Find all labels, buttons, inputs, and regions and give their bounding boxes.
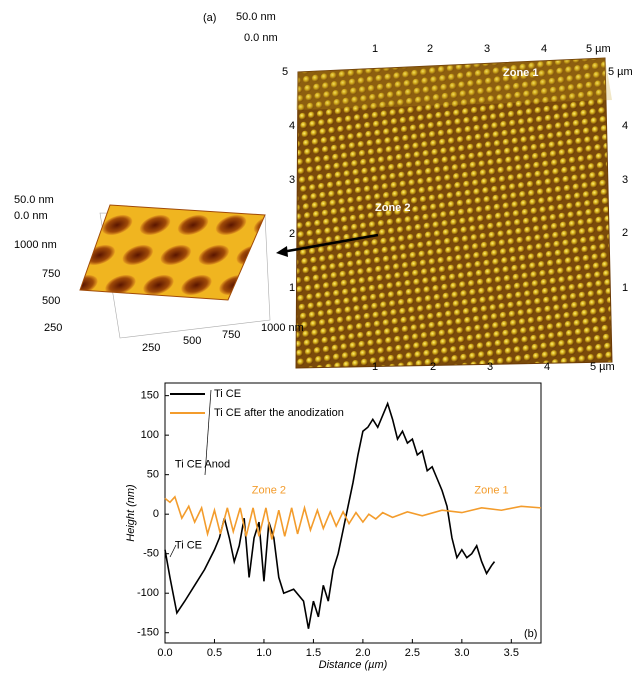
panel-label: (a) — [203, 12, 216, 24]
right-tick: 5 µm — [608, 66, 633, 78]
figure: (a) 50.0 nm 0.0 nm 1 2 3 4 5 µm 5 µm 4 3… — [0, 0, 638, 673]
right-tick: 3 — [622, 174, 628, 186]
right-tick: 1 — [622, 282, 628, 294]
left-tick: 2 — [289, 228, 295, 240]
left-tick: 3 — [289, 174, 295, 186]
arrow-head — [276, 246, 288, 257]
bottom-tick: 2 — [430, 361, 436, 373]
x-tick: 1000 nm — [261, 322, 304, 334]
zone-label: Zone 2 — [375, 202, 410, 214]
annotation: Zone 2 — [252, 484, 286, 496]
bottom-tick: 4 — [544, 361, 550, 373]
legend-label: Ti CE after the anodization — [214, 407, 344, 419]
x-tick: 750 — [222, 329, 240, 341]
y-tick: 500 — [42, 295, 60, 307]
x-tick-label: 1.5 — [306, 647, 321, 659]
annotation: Ti CE — [175, 540, 202, 552]
x-tick-label: 1.0 — [256, 647, 271, 659]
right-tick: 4 — [622, 120, 628, 132]
y-axis-title: Height (nm) — [125, 484, 137, 542]
left-tick: 5 — [282, 66, 288, 78]
top-tick: 2 — [427, 43, 433, 55]
y-tick: 750 — [42, 268, 60, 280]
x-tick-label: 0.5 — [207, 647, 222, 659]
x-tick-label: 3.5 — [504, 647, 519, 659]
left-tick: 4 — [289, 120, 295, 132]
z-min: 0.0 nm — [14, 210, 48, 222]
left-tick: 1 — [289, 282, 295, 294]
x-tick: 500 — [183, 335, 201, 347]
top-tick: 5 µm — [586, 43, 611, 55]
annotation: Zone 1 — [474, 484, 508, 496]
panel-label: (b) — [524, 628, 537, 640]
y-tick-label: 100 — [141, 429, 159, 441]
y-tick-label: -150 — [137, 627, 159, 639]
y-tick-label: -50 — [143, 548, 159, 560]
x-tick-label: 2.5 — [405, 647, 420, 659]
z-min: 0.0 nm — [244, 32, 278, 44]
y-tick: 1000 nm — [14, 239, 57, 251]
legend-label: Ti CE — [214, 388, 241, 400]
bottom-tick: 3 — [487, 361, 493, 373]
x-tick-label: 0.0 — [157, 647, 172, 659]
top-tick: 3 — [484, 43, 490, 55]
z-max: 50.0 nm — [236, 11, 276, 23]
top-tick: 4 — [541, 43, 547, 55]
bottom-tick: 5 µm — [590, 361, 615, 373]
x-axis-title: Distance (µm) — [319, 659, 388, 671]
y-tick-label: 50 — [147, 469, 159, 481]
z-max: 50.0 nm — [14, 194, 54, 206]
y-tick: 250 — [44, 322, 62, 334]
y-tick-label: 150 — [141, 390, 159, 402]
right-tick: 2 — [622, 227, 628, 239]
x-tick-label: 2.0 — [355, 647, 370, 659]
x-tick: 250 — [142, 342, 160, 354]
x-tick-label: 3.0 — [454, 647, 469, 659]
top-tick: 1 — [372, 43, 378, 55]
plot-frame — [165, 383, 541, 643]
zone-label: Zone 1 — [503, 67, 538, 79]
bottom-tick: 1 — [372, 361, 378, 373]
y-tick-label: -100 — [137, 587, 159, 599]
afm-small-image — [80, 205, 265, 300]
y-tick-label: 0 — [153, 508, 159, 520]
annotation: Ti CE Anod — [175, 458, 230, 470]
